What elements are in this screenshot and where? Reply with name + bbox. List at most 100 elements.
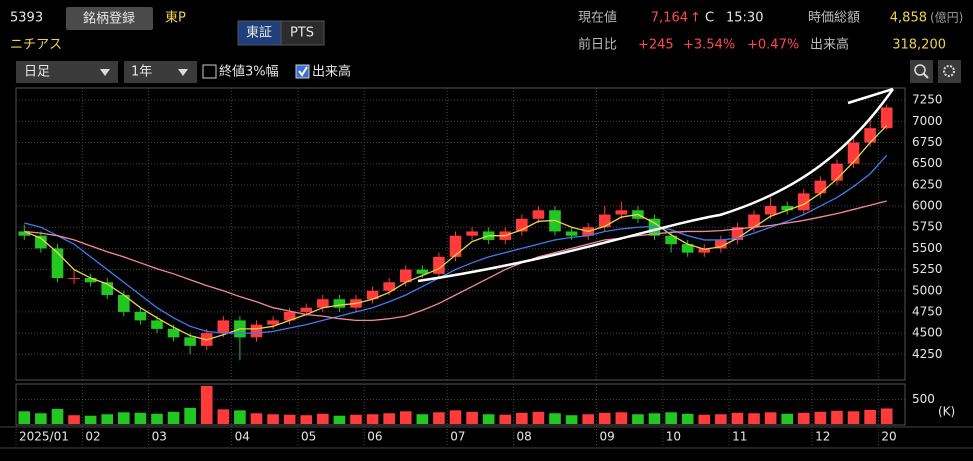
- volume-bar: [847, 411, 860, 424]
- candle-body: [880, 107, 893, 129]
- moving-average: [24, 200, 887, 322]
- volume-bar: [482, 414, 495, 424]
- volume-bar: [217, 409, 230, 424]
- volume-bar: [864, 409, 876, 424]
- volume-bar: [101, 414, 114, 424]
- volume-bar: [117, 412, 130, 424]
- volume-bar: [167, 411, 180, 424]
- x-tick-label: 06: [367, 430, 382, 444]
- x-tick-label: 04: [235, 430, 250, 444]
- x-tick-label: 11: [732, 430, 747, 444]
- cap-unit: (億円): [930, 11, 963, 25]
- volume-bar: [250, 413, 263, 424]
- volume-pane: [15, 383, 906, 426]
- time: 15:30: [726, 11, 763, 26]
- volume-bar: [383, 413, 395, 424]
- candle-body: [598, 214, 611, 228]
- volume-bar: [781, 413, 794, 424]
- candle-body: [117, 294, 130, 312]
- register-label: 銘柄登録: [83, 12, 135, 27]
- volume-bar: [532, 411, 545, 424]
- price-pane: [15, 87, 906, 381]
- moving-average: [24, 154, 888, 334]
- volume-bar: [797, 412, 810, 424]
- volume-bar: [184, 407, 196, 424]
- period-select[interactable]: [16, 61, 118, 83]
- volume-bar: [18, 411, 31, 424]
- y-tick-label: 5250: [912, 262, 943, 276]
- x-tick-label: 05: [301, 430, 316, 444]
- volume-bar: [350, 414, 362, 424]
- dropdown-arrow: [100, 69, 110, 76]
- price-label: 現在値: [578, 10, 617, 26]
- candle-body: [764, 206, 777, 215]
- volume-bar: [665, 412, 677, 424]
- volume-bar: [516, 412, 528, 424]
- settings-button[interactable]: [938, 60, 961, 83]
- x-tick-label: 07: [450, 430, 465, 444]
- change-label: 前日比: [578, 37, 617, 53]
- x-tick-label: 08: [517, 430, 532, 444]
- candle-body: [18, 231, 31, 236]
- candle-body: [532, 210, 545, 219]
- candle-body: [366, 290, 379, 300]
- close-mark: C: [705, 11, 714, 26]
- volume-bar: [648, 413, 661, 424]
- candle-body: [250, 324, 263, 338]
- range: 1年: [131, 65, 152, 80]
- candle-body: [466, 231, 478, 236]
- candle-body: [84, 278, 97, 283]
- change-pct: +3.54%: [683, 38, 735, 53]
- volume-bar: [715, 414, 727, 424]
- volume: 318,200: [892, 38, 946, 53]
- range-select[interactable]: [124, 61, 197, 83]
- zoom-button[interactable]: [910, 60, 933, 83]
- y-tick-label: 6750: [912, 135, 943, 149]
- candle-body: [449, 235, 462, 257]
- candle-body: [134, 311, 147, 321]
- check: [298, 66, 308, 77]
- register-button[interactable]: [66, 7, 153, 30]
- candle-body: [831, 163, 843, 181]
- volume-bar: [449, 410, 462, 424]
- candle-body: [748, 214, 760, 228]
- volume-bar: [764, 412, 777, 424]
- volume-bar: [399, 411, 412, 424]
- volume-bar: [35, 413, 47, 424]
- candle-body: [665, 235, 677, 245]
- candle-body: [283, 311, 296, 321]
- candle-body: [797, 193, 810, 211]
- y-tick-label: 5750: [912, 220, 943, 234]
- volume-bar: [831, 410, 843, 424]
- y-tick-label: 4250: [912, 347, 943, 361]
- band-checkbox[interactable]: [202, 64, 217, 79]
- change: +245: [638, 38, 674, 53]
- candle-body: [217, 320, 230, 334]
- candle-body: [267, 320, 279, 325]
- candle-body: [101, 282, 114, 295]
- volume-bar: [681, 413, 694, 424]
- y-tick-label: 5500: [912, 241, 943, 255]
- candle-body: [715, 239, 727, 249]
- candle-body: [383, 282, 395, 291]
- volume-bar: [748, 413, 760, 424]
- volume-toggle-label: 出来高: [312, 64, 351, 80]
- candle-body: [814, 180, 827, 194]
- y-tick-label: 7000: [912, 114, 943, 128]
- price: 7,164: [651, 11, 688, 26]
- candle-body: [68, 278, 80, 280]
- volume-bar: [549, 413, 561, 424]
- zoom-icon: [914, 64, 926, 76]
- volume-bar: [366, 414, 379, 424]
- y2-unit: (K): [938, 405, 955, 419]
- candle-body: [681, 244, 694, 253]
- pts-label: PTS: [290, 26, 314, 41]
- candle-body: [516, 218, 528, 232]
- trend-annotation: [847, 87, 894, 105]
- volume-bar: [433, 412, 445, 424]
- pts-tab[interactable]: [280, 20, 325, 46]
- volume-bar: [814, 411, 827, 424]
- volume-bar: [283, 414, 296, 424]
